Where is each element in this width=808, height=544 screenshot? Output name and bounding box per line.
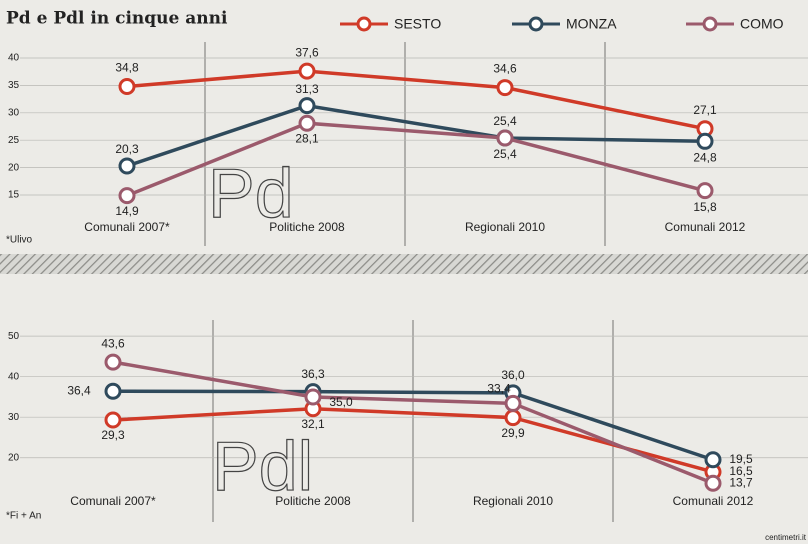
legend-label: SESTO bbox=[394, 16, 441, 32]
point bbox=[104, 353, 122, 371]
data-label: 29,3 bbox=[101, 428, 125, 442]
point bbox=[504, 394, 522, 412]
series-line bbox=[126, 69, 706, 131]
point bbox=[118, 157, 136, 175]
separator-band bbox=[0, 254, 808, 274]
footnote: *Ulivo bbox=[6, 235, 33, 246]
data-label: 24,8 bbox=[693, 150, 717, 164]
point bbox=[118, 77, 136, 95]
y-tick-label: 20 bbox=[8, 452, 20, 463]
data-label: 31,3 bbox=[295, 82, 319, 96]
point bbox=[118, 187, 136, 205]
footnote: *Fi + An bbox=[6, 511, 41, 522]
point bbox=[496, 79, 514, 97]
x-tick-label: Comunali 2007* bbox=[70, 494, 156, 508]
point bbox=[298, 114, 316, 132]
y-tick-label: 25 bbox=[8, 135, 20, 146]
legend-label: COMO bbox=[740, 16, 784, 32]
x-tick-label: Politiche 2008 bbox=[275, 494, 351, 508]
x-tick-label: Regionali 2010 bbox=[465, 220, 545, 234]
point bbox=[104, 411, 122, 429]
credit: centimetri.it bbox=[765, 533, 807, 542]
data-label: 15,8 bbox=[693, 200, 717, 214]
data-label: 14,9 bbox=[115, 204, 139, 218]
data-label: 34,8 bbox=[115, 61, 139, 75]
x-tick-label: Comunali 2012 bbox=[665, 220, 746, 234]
data-label: 34,6 bbox=[493, 62, 517, 76]
y-tick-label: 30 bbox=[8, 412, 20, 423]
data-label: 33,4 bbox=[487, 382, 511, 396]
data-label: 25,4 bbox=[493, 147, 517, 161]
series-line bbox=[112, 360, 714, 485]
data-label: 35,0 bbox=[329, 395, 353, 409]
legend-marker bbox=[528, 16, 544, 32]
x-tick-label: Comunali 2012 bbox=[673, 494, 754, 508]
y-tick-label: 40 bbox=[8, 371, 20, 382]
y-tick-label: 50 bbox=[8, 331, 20, 342]
data-label: 43,6 bbox=[101, 336, 125, 350]
y-tick-label: 35 bbox=[8, 80, 20, 91]
point bbox=[504, 409, 522, 427]
point bbox=[298, 62, 316, 80]
legend-marker bbox=[702, 16, 718, 32]
data-label: 19,5 bbox=[729, 452, 753, 466]
y-tick-label: 40 bbox=[8, 53, 20, 64]
x-tick-label: Regionali 2010 bbox=[473, 494, 553, 508]
point bbox=[304, 388, 322, 406]
panel-label: Pdl bbox=[212, 427, 313, 505]
legend-label: MONZA bbox=[566, 16, 617, 32]
point bbox=[298, 97, 316, 115]
data-label: 36,3 bbox=[301, 367, 325, 381]
point bbox=[696, 132, 714, 150]
series-line bbox=[126, 121, 706, 198]
y-tick-label: 15 bbox=[8, 190, 20, 201]
panel-label: Pd bbox=[208, 154, 294, 232]
y-tick-label: 20 bbox=[8, 162, 20, 173]
point bbox=[496, 129, 514, 147]
data-label: 28,1 bbox=[295, 131, 319, 145]
point bbox=[104, 382, 122, 400]
point bbox=[704, 451, 722, 469]
data-label: 16,5 bbox=[729, 464, 753, 478]
data-label: 36,4 bbox=[67, 383, 91, 397]
data-label: 20,3 bbox=[115, 142, 139, 156]
data-label: 13,7 bbox=[729, 475, 753, 489]
data-label: 32,1 bbox=[301, 417, 325, 431]
series-line bbox=[112, 389, 714, 462]
x-tick-label: Politiche 2008 bbox=[269, 220, 345, 234]
series-line bbox=[126, 103, 706, 168]
y-tick-label: 30 bbox=[8, 107, 20, 118]
data-label: 25,4 bbox=[493, 114, 517, 128]
legend-marker bbox=[356, 16, 372, 32]
data-label: 29,9 bbox=[501, 426, 525, 440]
point bbox=[696, 182, 714, 200]
data-label: 36,0 bbox=[501, 368, 525, 382]
x-tick-label: Comunali 2007* bbox=[84, 220, 170, 234]
point bbox=[704, 474, 722, 492]
chart-title: Pd e Pdl in cinque anni bbox=[6, 9, 228, 29]
data-label: 27,1 bbox=[693, 103, 717, 117]
data-label: 37,6 bbox=[295, 45, 319, 59]
